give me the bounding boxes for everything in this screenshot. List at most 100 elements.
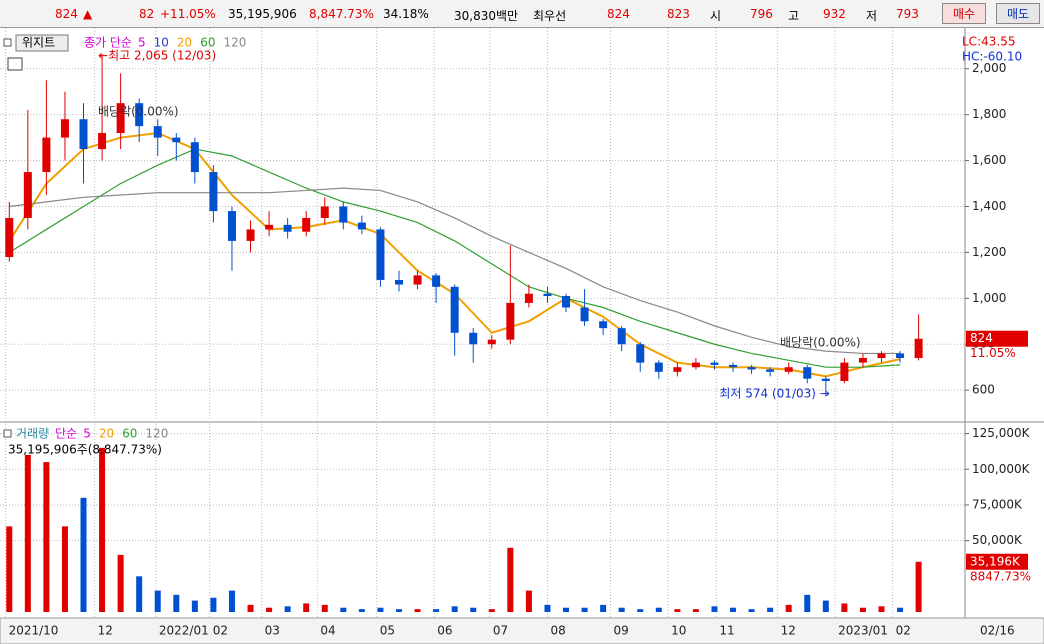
candle-body [599, 321, 608, 329]
volume-bar [748, 609, 755, 612]
candle-body [394, 279, 403, 285]
y-tick-label: 1,000 [972, 291, 1006, 305]
candle-body [135, 103, 144, 127]
lc-label: LC:43.55 [962, 35, 1015, 49]
volume-bar [544, 604, 551, 612]
volume-bar [191, 600, 198, 612]
legend-title: 거래량 [16, 427, 49, 441]
candle-body [302, 217, 311, 232]
volume-bar [61, 526, 68, 612]
quote-item: 35,195,906 [228, 7, 297, 21]
volume-bar [377, 607, 384, 612]
x-tick-label: 02 [213, 624, 228, 638]
candle-body [803, 367, 812, 379]
y-tick-label: 1,200 [972, 245, 1006, 259]
candle-body [209, 172, 218, 212]
quote-item: 고 [788, 9, 800, 23]
volume-bar [395, 609, 402, 612]
x-tick-label: 2021/10 [9, 624, 59, 638]
volume-bar [655, 607, 662, 612]
candle-body [469, 332, 478, 345]
candle-body [98, 133, 107, 150]
candle-body [506, 302, 515, 340]
volume-bar [841, 603, 848, 612]
low-note: 최저 574 (01/03) → [719, 387, 829, 401]
volume-bar [767, 607, 774, 612]
volume-bar [247, 604, 254, 612]
y-tick-label: 125,000K [972, 426, 1031, 440]
volume-bar [451, 606, 458, 612]
candle-body [376, 229, 385, 280]
candle-body [673, 367, 682, 372]
candle-body [190, 142, 199, 173]
quote-item: 8,847.73% [309, 7, 374, 21]
volume-bar [321, 604, 328, 612]
x-axis-bar [0, 617, 1044, 644]
widget-label: 위지트 [22, 36, 55, 50]
quote-item: 82 [139, 7, 155, 21]
y-tick-label: 1,800 [972, 107, 1006, 121]
volume-last-label: 35,196K [970, 554, 1021, 568]
volume-bar [878, 606, 885, 612]
quote-item: 796 [750, 7, 773, 21]
candle-body [617, 328, 626, 345]
quote-item: 823 [667, 7, 690, 21]
high-note: ←최고 2,065 (12/03) [98, 48, 216, 62]
quote-item: 824 [607, 7, 630, 21]
candle-body [858, 358, 867, 363]
x-tick-label: 02 [896, 624, 911, 638]
buy-button[interactable]: 매수 [942, 3, 986, 24]
candle-body [339, 206, 348, 223]
volume-bar [340, 607, 347, 612]
x-tick-label: 08 [550, 624, 565, 638]
candle-body [914, 338, 923, 359]
candle-body [432, 275, 441, 287]
x-tick-label: 03 [265, 624, 280, 638]
x-tick-label: 05 [380, 624, 395, 638]
quote-item: 824 [55, 7, 78, 21]
price-label: 824 [970, 331, 993, 345]
background [0, 28, 1044, 644]
volume-bar [859, 607, 866, 612]
volume-bar [117, 554, 124, 612]
quote-item: 저 [866, 9, 878, 23]
volume-bar [210, 597, 217, 612]
sell-button[interactable]: 매도 [996, 3, 1040, 24]
candle-body [320, 206, 329, 218]
quote-item: 932 [823, 7, 846, 21]
volume-bar [692, 609, 699, 612]
candle-body [562, 296, 571, 308]
legend-entry: 20 [99, 427, 114, 441]
x-tick-label: 09 [614, 624, 629, 638]
candle-body [543, 293, 552, 297]
legend-title: 종가 단순 [84, 36, 132, 50]
volume-bar [470, 607, 477, 612]
candle-body [747, 367, 756, 370]
quote-item: 793 [896, 7, 919, 21]
x-tick-label: 2023/01 [838, 624, 888, 638]
candle-body [691, 362, 700, 368]
volume-bar [525, 590, 532, 612]
x-last-date: 02/16 [980, 624, 1015, 638]
candle-body [840, 362, 849, 381]
volume-bar [80, 497, 87, 612]
candle-body [784, 367, 793, 372]
volume-bar [618, 607, 625, 612]
x-tick-label: 12 [781, 624, 796, 638]
x-tick-label: 10 [671, 624, 686, 638]
candle-body [877, 353, 886, 359]
quote-item: +11.05% [160, 7, 216, 21]
legend-icon [3, 38, 12, 47]
candle-body [153, 126, 162, 138]
y-tick-label: 2,000 [972, 61, 1006, 75]
quote-item: 34.18% [383, 7, 429, 21]
volume-ratio: 8847.73% [970, 569, 1031, 583]
price-box [966, 330, 1028, 347]
volume-bar [43, 462, 50, 612]
candle-body [23, 172, 32, 218]
dividend-note: 배당락(0.00%) [98, 105, 179, 119]
volume-bar [730, 607, 737, 612]
candle-body [729, 364, 738, 368]
volume-bar [897, 607, 904, 612]
volume-bar [637, 609, 644, 612]
